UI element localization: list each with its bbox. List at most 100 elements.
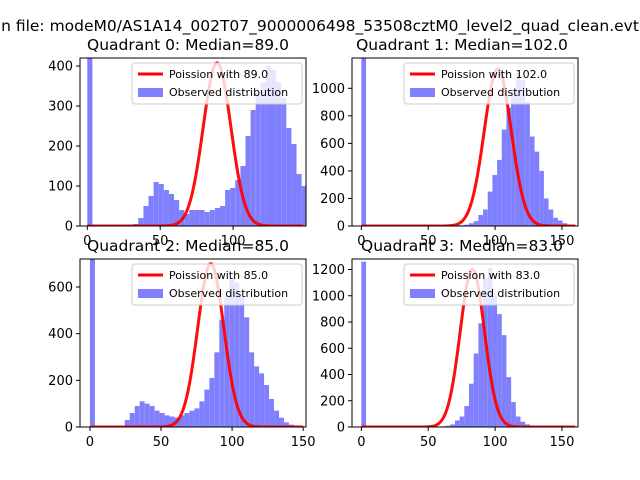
histogram-bar — [464, 224, 470, 226]
histogram-bar — [179, 415, 185, 427]
y-tick-label: 400 — [320, 368, 345, 383]
histogram-bar — [525, 102, 530, 226]
histogram-bar — [497, 314, 502, 427]
histogram-bar — [543, 198, 549, 226]
histogram-bar — [209, 378, 215, 427]
y-tick-label: 600 — [48, 281, 73, 296]
axes-frame — [351, 57, 579, 227]
legend-label-observed: Observed distribution — [441, 287, 560, 300]
histogram-bar — [511, 89, 516, 226]
legend: Poission with 85.0 Observed distribution — [131, 263, 303, 306]
quadrant-3-panel: Quadrant 3: Median=83.0 0 50 100 150 0 200 400… — [312, 237, 579, 450]
histogram-bar — [361, 58, 367, 226]
y-tick-label: 600 — [320, 342, 345, 357]
y-tick-label: 600 — [320, 137, 345, 152]
y-tick-label: 0 — [337, 421, 345, 436]
histogram-bar — [229, 277, 235, 427]
histogram-bar — [473, 221, 479, 226]
histogram-bar — [87, 58, 93, 226]
histogram-bar — [194, 210, 200, 226]
histogram-bar — [204, 389, 210, 427]
quadrant-1-panel: Quadrant 1: Median=102.0 0 50 100 150 0 200 40… — [312, 36, 579, 249]
x-tick-label: 50 — [153, 435, 170, 450]
y-tick-label: 200 — [320, 192, 345, 207]
poisson-curve — [361, 67, 576, 226]
histogram-bar — [214, 208, 220, 226]
histogram-bar — [189, 210, 195, 226]
histogram-bar — [501, 129, 507, 226]
quadrant-0-title: Quadrant 0: Median=89.0 — [87, 36, 289, 54]
histogram-bar — [204, 212, 210, 226]
histogram-bar — [269, 399, 275, 427]
histogram-bar — [327, 224, 332, 226]
legend-box — [131, 263, 303, 306]
histogram-bar — [539, 170, 544, 226]
histogram-bar — [259, 373, 265, 427]
histogram-bar — [159, 413, 165, 427]
histogram-bar — [497, 159, 502, 226]
histogram-bar — [199, 210, 205, 226]
histogram-bar — [478, 214, 484, 226]
x-tick-label: 50 — [420, 435, 437, 450]
histogram-bar — [144, 403, 150, 427]
histogram-bar — [234, 282, 240, 427]
y-tick-label: 800 — [320, 109, 345, 124]
histogram-bar — [450, 424, 455, 427]
histogram-bar — [239, 296, 245, 427]
legend-label-poisson: Poission with 102.0 — [441, 68, 547, 81]
legend-box — [403, 263, 575, 306]
y-tick-label: 200 — [48, 140, 73, 155]
x-tick-label: 100 — [483, 234, 508, 249]
y-tick-label: 100 — [48, 180, 73, 195]
x-tick-label: 0 — [357, 234, 365, 249]
axes-frame — [79, 258, 307, 428]
quadrant-0-panel: Quadrant 0: Median=89.0 0 50 100 0 100 200 300… — [48, 36, 332, 249]
histogram-bar — [244, 317, 250, 427]
legend-box — [131, 62, 303, 105]
legend: Poission with 89.0 Observed distribution — [131, 62, 303, 105]
histogram-bar — [492, 295, 498, 427]
histogram-bar — [143, 206, 149, 226]
x-tick-label: 0 — [83, 234, 91, 249]
axes-frame — [79, 57, 307, 227]
legend-box — [403, 62, 575, 105]
histogram-bar — [148, 196, 154, 226]
histogram-bar — [291, 144, 297, 226]
histogram-bar — [301, 186, 306, 226]
histogram-bar — [307, 194, 312, 226]
y-tick-label: 1200 — [312, 263, 345, 278]
y-tick-label: 200 — [48, 374, 73, 389]
y-tick-label: 200 — [320, 394, 345, 409]
x-tick-label: 0 — [357, 435, 365, 450]
x-tick-label: 150 — [550, 435, 575, 450]
histogram-bar — [361, 261, 367, 427]
legend-label-observed: Observed distribution — [169, 86, 288, 99]
histogram-bar — [296, 174, 302, 226]
histogram-bar — [281, 98, 287, 226]
x-tick-label: 150 — [291, 435, 316, 450]
x-tick-label: 100 — [220, 435, 245, 450]
legend-label-poisson: Poission with 83.0 — [441, 269, 540, 282]
quadrant-1-plot-area — [361, 58, 577, 226]
figure-suptitle: n file: modeM0/AS1A14_002T07_9000006498_… — [1, 17, 639, 36]
y-tick-label: 0 — [65, 421, 73, 436]
legend: Poission with 102.0 Observed distribution — [403, 62, 575, 105]
legend: Poission with 83.0 Observed distribution — [403, 263, 575, 306]
histogram-bar — [230, 188, 236, 226]
histogram-bar — [278, 417, 284, 427]
histogram-bar — [520, 80, 526, 226]
histogram-bar — [286, 128, 292, 226]
legend-label-poisson: Poission with 85.0 — [169, 269, 268, 282]
histogram-bar — [557, 220, 563, 226]
quadrant-2-panel: Quadrant 2: Median=85.0 0 50 100 150 0 200 400… — [48, 237, 315, 450]
histogram-bar — [515, 416, 521, 427]
histogram-bar — [459, 416, 465, 427]
histogram-bar — [158, 184, 164, 226]
histogram-bar — [501, 335, 507, 427]
y-tick-label: 800 — [320, 316, 345, 331]
quadrant-3-title: Quadrant 3: Median=83.0 — [361, 237, 563, 255]
quadrant-2-title: Quadrant 2: Median=85.0 — [87, 237, 289, 255]
histogram-bar — [134, 406, 140, 427]
histogram-bar — [235, 180, 241, 226]
